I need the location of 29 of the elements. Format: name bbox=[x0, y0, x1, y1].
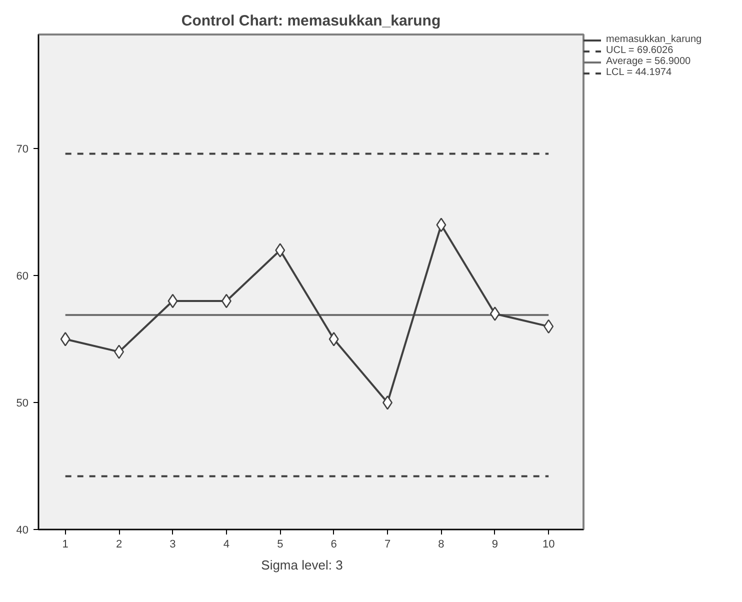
legend-label: Average = 56.9000 bbox=[606, 56, 691, 67]
x-tick-label: 3 bbox=[170, 538, 176, 550]
x-tick-label: 2 bbox=[116, 538, 122, 550]
chart-title: Control Chart: memasukkan_karung bbox=[181, 12, 441, 30]
y-tick-label: 50 bbox=[16, 398, 29, 410]
point bbox=[221, 294, 232, 308]
x-tick-label: 10 bbox=[542, 538, 555, 550]
x-tick-label: 6 bbox=[330, 538, 337, 550]
text: Sigma level: 3 bbox=[261, 558, 343, 572]
point bbox=[436, 218, 446, 232]
legend-label: memasukkan_karung bbox=[606, 34, 702, 45]
legend-label: UCL = 69.6026 bbox=[606, 45, 674, 56]
y-tick-label: 60 bbox=[16, 270, 29, 283]
x-tick-label: 1 bbox=[62, 538, 68, 550]
legend-label: LCL = 44.1974 bbox=[606, 67, 672, 78]
x-tick-label: 9 bbox=[492, 538, 498, 550]
y-tick-label: 40 bbox=[16, 524, 29, 536]
y-tick-label: 70 bbox=[16, 144, 29, 156]
x-tick-label: 5 bbox=[277, 538, 284, 550]
point bbox=[114, 344, 124, 359]
point bbox=[275, 243, 286, 258]
point bbox=[544, 319, 554, 334]
point bbox=[168, 294, 178, 308]
x-tick-label: 7 bbox=[384, 538, 391, 550]
x-tick-label: 8 bbox=[438, 538, 444, 550]
point bbox=[490, 306, 500, 321]
x-tick-label: 4 bbox=[223, 538, 230, 550]
point bbox=[328, 332, 339, 346]
point bbox=[60, 332, 70, 346]
